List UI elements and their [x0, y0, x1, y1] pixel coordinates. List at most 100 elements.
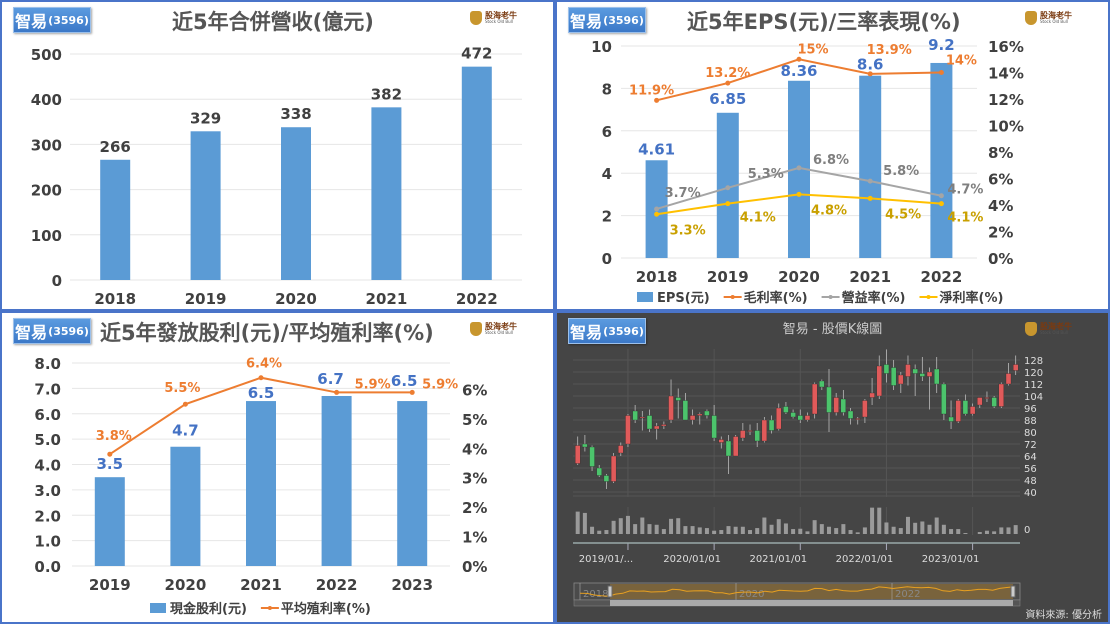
- volume-bar: [977, 532, 982, 534]
- candle-down: [797, 415, 803, 421]
- series-point: [258, 375, 264, 381]
- stock-name: 智易: [15, 12, 48, 31]
- bar-data-label: 4.7: [172, 422, 199, 440]
- candle-up: [776, 407, 782, 430]
- y-tick-label: 200: [31, 182, 62, 200]
- y2-tick-label: 0%: [988, 250, 1013, 268]
- line-data-label: 5.8%: [883, 164, 919, 179]
- logo-sub: Stock Old Bull: [1040, 330, 1068, 335]
- volume-bar: [963, 533, 968, 534]
- y-tick-label: 88: [1024, 416, 1037, 427]
- y-tick-label: 64: [1024, 452, 1037, 463]
- candle-down: [934, 368, 940, 385]
- candle-up: [654, 425, 660, 430]
- x-tick-label: 2022/01/01: [836, 554, 894, 565]
- y-tick-label: 100: [31, 227, 62, 245]
- volume-bar: [798, 528, 803, 534]
- volume-bar: [877, 507, 882, 534]
- x-tick-label: 2019: [707, 268, 749, 286]
- candle-up: [733, 436, 739, 457]
- candle-down: [768, 419, 775, 431]
- volume-bar: [812, 520, 817, 534]
- candle-down: [840, 398, 847, 413]
- y2-tick-label: 8%: [988, 144, 1013, 162]
- candle-down: [632, 410, 638, 421]
- candle-up: [661, 424, 667, 427]
- navigator-handle-right[interactable]: [1010, 585, 1016, 598]
- line-data-label: 4.1%: [947, 211, 983, 226]
- bar-data-label: 329: [190, 109, 221, 127]
- y-tick-label: 6.0: [34, 406, 61, 424]
- candle-up: [977, 397, 983, 406]
- volume-bar: [748, 530, 753, 534]
- y-tick-label: 6: [602, 123, 612, 141]
- candle-up: [898, 374, 904, 385]
- logo-name: 股海老牛: [485, 322, 517, 331]
- candle-down: [991, 397, 997, 407]
- volume-bar: [590, 526, 595, 534]
- candle-down: [912, 368, 918, 374]
- bull-logo-icon: [470, 322, 482, 336]
- y-tick-label: 2.0: [34, 507, 61, 525]
- candle-up: [697, 413, 703, 416]
- navigator-handle-left[interactable]: [607, 585, 613, 598]
- volume-bar: [949, 529, 954, 534]
- legend-swatch-point: [267, 606, 272, 610]
- line-data-label: 15%: [797, 42, 828, 57]
- candle-up: [639, 416, 645, 419]
- line-data-label: 4.8%: [811, 203, 847, 218]
- candle-down: [790, 412, 796, 418]
- navigator-line: [579, 586, 1015, 597]
- candle-down: [919, 373, 925, 377]
- bar-data-label: 472: [461, 45, 492, 63]
- volume-bar: [934, 517, 939, 534]
- bar-data-label: 6.5: [391, 372, 418, 390]
- volume-bar: [755, 528, 760, 534]
- y-tick-label: 3.0: [34, 482, 61, 500]
- volume-bar: [848, 530, 853, 534]
- candle-down: [725, 440, 732, 457]
- volume-bar: [676, 518, 681, 534]
- volume-tick-label: 0: [1024, 525, 1030, 536]
- series-point: [938, 201, 944, 207]
- volume-bar: [669, 518, 674, 534]
- volume-bar: [870, 507, 875, 534]
- volume-bar: [862, 527, 867, 534]
- dividend-chart-panel: 智易 (3596) 近5年發放股利(元)/平均殖利率(%) 股海老牛 Stock O…: [2, 313, 553, 622]
- candle-down: [819, 380, 825, 388]
- stock-badge: 智易 (3596): [568, 318, 646, 344]
- candle-up: [876, 365, 882, 397]
- chart-title: 近5年發放股利(元)/平均殖利率(%): [100, 321, 434, 345]
- bar-data-label: 8.6: [857, 56, 884, 74]
- y-tick-label: 8.0: [34, 355, 61, 373]
- volume-bar: [704, 528, 709, 534]
- line-data-label: 6.8%: [813, 153, 849, 168]
- series-point: [938, 70, 944, 75]
- scrollbar-thumb[interactable]: [610, 600, 1013, 606]
- volume-bar: [920, 521, 925, 534]
- y-tick-label: 40: [1024, 488, 1037, 499]
- candle-down: [826, 386, 832, 413]
- volume-bar: [819, 524, 824, 534]
- series-point: [938, 193, 944, 199]
- logo: 股海老牛 Stock Old Bull: [1025, 11, 1072, 25]
- candle-up: [969, 406, 976, 415]
- data-source: 資料來源: 優分析: [1025, 610, 1102, 621]
- line-data-label: 13.2%: [705, 66, 750, 81]
- line-data-label: 11.9%: [629, 83, 674, 98]
- candle-up: [618, 445, 624, 454]
- bar: [461, 66, 492, 280]
- candle-down: [783, 406, 789, 413]
- y-tick-label: 72: [1024, 440, 1037, 451]
- bar: [190, 131, 221, 280]
- candle-up: [869, 392, 875, 398]
- candle-up: [811, 383, 818, 415]
- y-tick-label: 300: [31, 136, 62, 154]
- volume-bar: [762, 517, 767, 534]
- y2-tick-label: 3%: [462, 470, 487, 488]
- y-tick-label: 0: [602, 250, 612, 268]
- logo-name: 股海老牛: [1040, 322, 1072, 331]
- candle-up: [668, 395, 674, 421]
- volume-bar: [726, 526, 731, 534]
